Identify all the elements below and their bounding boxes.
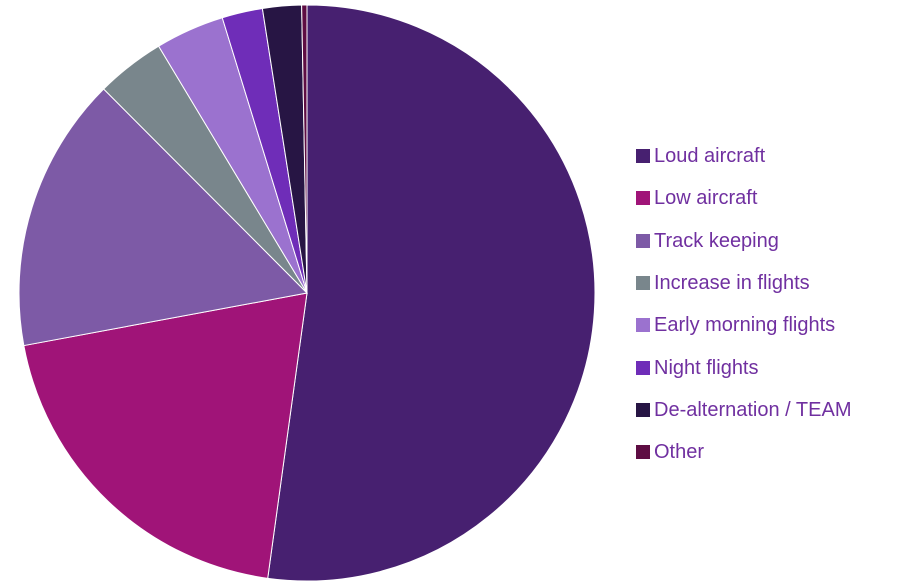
legend-item-1: Low aircraft	[636, 177, 852, 219]
pie-slices	[18, 4, 596, 582]
legend-label-2: Track keeping	[654, 229, 779, 252]
legend-swatch-0	[636, 149, 650, 164]
legend-swatch-1	[636, 191, 650, 206]
legend-label-4: Early morning flights	[654, 314, 836, 337]
pie-slice-1	[23, 292, 308, 579]
legend-swatch-4	[636, 318, 650, 333]
legend-label-5: Night flights	[654, 356, 759, 379]
legend-label-3: Increase in flights	[654, 272, 810, 295]
legend-swatch-5	[636, 360, 650, 375]
legend-item-7: Other	[636, 431, 852, 473]
legend-label-6: De-alternation / TEAM	[654, 398, 852, 421]
pie-slice-2	[18, 88, 309, 347]
legend-label-0: Loud aircraft	[654, 145, 766, 168]
chart-legend: Loud aircraft Low aircraft Track keeping In…	[636, 135, 852, 473]
pie-slice-7	[301, 4, 308, 294]
legend-swatch-7	[636, 445, 650, 460]
legend-item-4: Early morning flights	[636, 304, 852, 346]
legend-item-0: Loud aircraft	[636, 135, 852, 177]
legend-swatch-2	[636, 233, 650, 248]
legend-label-7: Other	[654, 441, 705, 464]
pie-slice-0	[267, 4, 596, 582]
legend-item-5: Night flights	[636, 346, 852, 388]
legend-item-3: Increase in flights	[636, 262, 852, 304]
legend-item-6: De-alternation / TEAM	[636, 389, 852, 431]
legend-swatch-3	[636, 276, 650, 291]
legend-swatch-6	[636, 402, 650, 417]
legend-item-2: Track keeping	[636, 220, 852, 262]
legend-label-1: Low aircraft	[654, 187, 758, 210]
